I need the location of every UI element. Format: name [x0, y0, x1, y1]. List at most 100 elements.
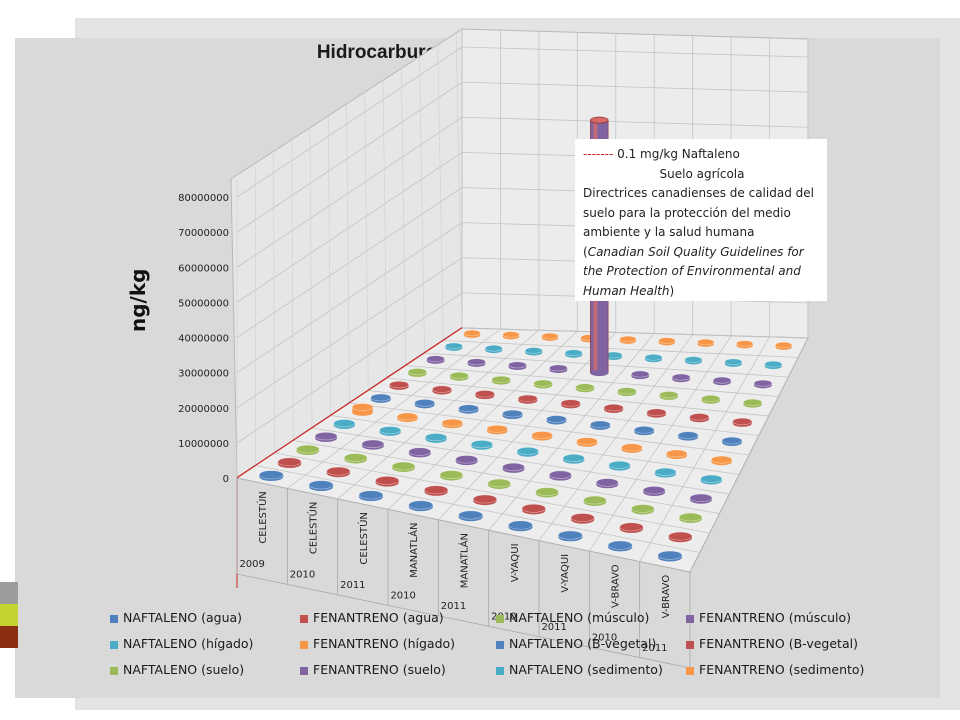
category-label: CELESTÚN	[307, 502, 320, 554]
legend-label: FENANTRENO (suelo)	[313, 662, 446, 677]
legend-item: NAFTALENO (músculo)	[496, 610, 649, 625]
legend-item: FENANTRENO (agua)	[300, 610, 444, 625]
note-threshold: 0.1 mg/kg Naftaleno	[613, 147, 740, 161]
legend-item: FENANTRENO (sedimento)	[686, 662, 864, 677]
floor-grid-line	[274, 452, 710, 534]
floor-grid-line	[293, 440, 720, 514]
legend-label: NAFTALENO (músculo)	[509, 610, 650, 625]
bar-disc	[352, 403, 374, 411]
bar-disc	[361, 439, 385, 448]
bar-disc	[697, 338, 715, 346]
gridline	[236, 152, 463, 303]
bar-disc	[549, 364, 568, 372]
legend-item: NAFTALENO (sedimento)	[496, 662, 663, 677]
gridline	[437, 41, 444, 341]
legend-swatch	[300, 640, 308, 649]
bar-disc	[472, 494, 497, 504]
bar-disc	[375, 476, 400, 485]
bar-disc	[445, 342, 463, 350]
gridline	[236, 46, 463, 198]
bar-disc	[391, 461, 416, 471]
legend-item: FENANTRENO (B-vegetal)	[686, 636, 858, 651]
accent-strip-brown	[0, 626, 18, 648]
bar-disc	[471, 440, 493, 449]
legend-item: FENANTRENO (suelo)	[300, 662, 446, 677]
legend-item: NAFTALENO (hígado)	[110, 636, 253, 651]
note-line-2: Suelo agrícola	[659, 166, 745, 181]
bar-disc-base	[352, 408, 373, 416]
legend-item: NAFTALENO (B-vegetal)	[496, 636, 656, 651]
category-label: V-BRAVO	[611, 564, 622, 608]
bar-disc	[700, 474, 723, 483]
bar-disc	[576, 437, 598, 446]
category-year-label: 2011	[642, 643, 667, 654]
legend-label: FENANTRENO (sedimento)	[699, 662, 865, 677]
gridline	[364, 91, 369, 391]
accent-strip-green	[0, 604, 18, 626]
bar-disc	[463, 329, 481, 337]
bar-disc	[562, 453, 585, 462]
bar-disc	[621, 443, 643, 452]
category-year-label: 2010	[592, 632, 617, 643]
bar-disc	[560, 399, 581, 407]
bar-disc	[596, 478, 619, 487]
gridline	[382, 78, 388, 379]
category-label: MANATLÁN	[458, 533, 471, 588]
note-dash: -------	[583, 147, 614, 161]
gridline	[309, 128, 313, 429]
bar-disc	[358, 490, 384, 500]
bar-disc	[666, 449, 688, 458]
legend-label: FENANTRENO (músculo)	[699, 610, 852, 625]
bar-disc	[370, 393, 392, 402]
y-tick-label: 30000000	[178, 369, 229, 380]
bar-disc	[619, 522, 644, 532]
bar-disc	[631, 504, 655, 513]
floor-grid-line	[349, 402, 750, 456]
bar-disc	[491, 375, 511, 383]
bar-disc	[631, 370, 650, 378]
legend-swatch	[496, 640, 504, 649]
bar-disc	[314, 431, 338, 441]
legend-label: NAFTALENO (suelo)	[123, 662, 245, 677]
bar-disc	[502, 462, 525, 472]
bar-disc	[608, 460, 631, 469]
bar-disc	[642, 486, 666, 495]
bar-disc	[508, 520, 533, 530]
legend-label: NAFTALENO (sedimento)	[509, 662, 663, 677]
bar-disc	[333, 419, 356, 428]
category-year-label: 2011	[541, 622, 566, 633]
bar-disc	[425, 433, 447, 442]
legend-swatch	[110, 614, 118, 623]
bar-disc	[646, 408, 667, 416]
gridline	[273, 153, 275, 454]
bar-disc	[502, 331, 520, 338]
bar-disc	[531, 431, 553, 439]
bar-disc	[432, 385, 452, 393]
bar-disc	[644, 353, 663, 361]
bar-disc	[633, 425, 655, 434]
bar-disc	[458, 510, 483, 520]
bar-disc	[441, 418, 463, 427]
legend-swatch	[686, 614, 694, 623]
bar-disc	[455, 455, 478, 464]
y-tick-label: 60000000	[178, 263, 229, 274]
bar-disc	[389, 380, 409, 389]
bar-disc	[533, 379, 553, 387]
bar-disc	[277, 457, 302, 467]
legend-item: NAFTALENO (agua)	[110, 610, 242, 625]
gridline	[461, 116, 809, 128]
category-label: CELESTÚN	[256, 491, 269, 543]
bar-disc	[296, 444, 320, 454]
gridline	[455, 28, 463, 329]
category-label: V-YAQUI	[560, 554, 571, 593]
bar-disc	[487, 478, 511, 488]
legend-label: FENANTRENO (B-vegetal)	[699, 636, 858, 651]
floor-grid-line	[443, 340, 799, 358]
reference-line	[236, 327, 463, 479]
bar-disc	[659, 391, 679, 399]
bar-disc	[344, 453, 368, 462]
bar-disc	[558, 530, 583, 540]
legend-swatch	[110, 666, 118, 675]
floor-grid-line	[255, 465, 700, 553]
bar-disc	[658, 337, 676, 344]
